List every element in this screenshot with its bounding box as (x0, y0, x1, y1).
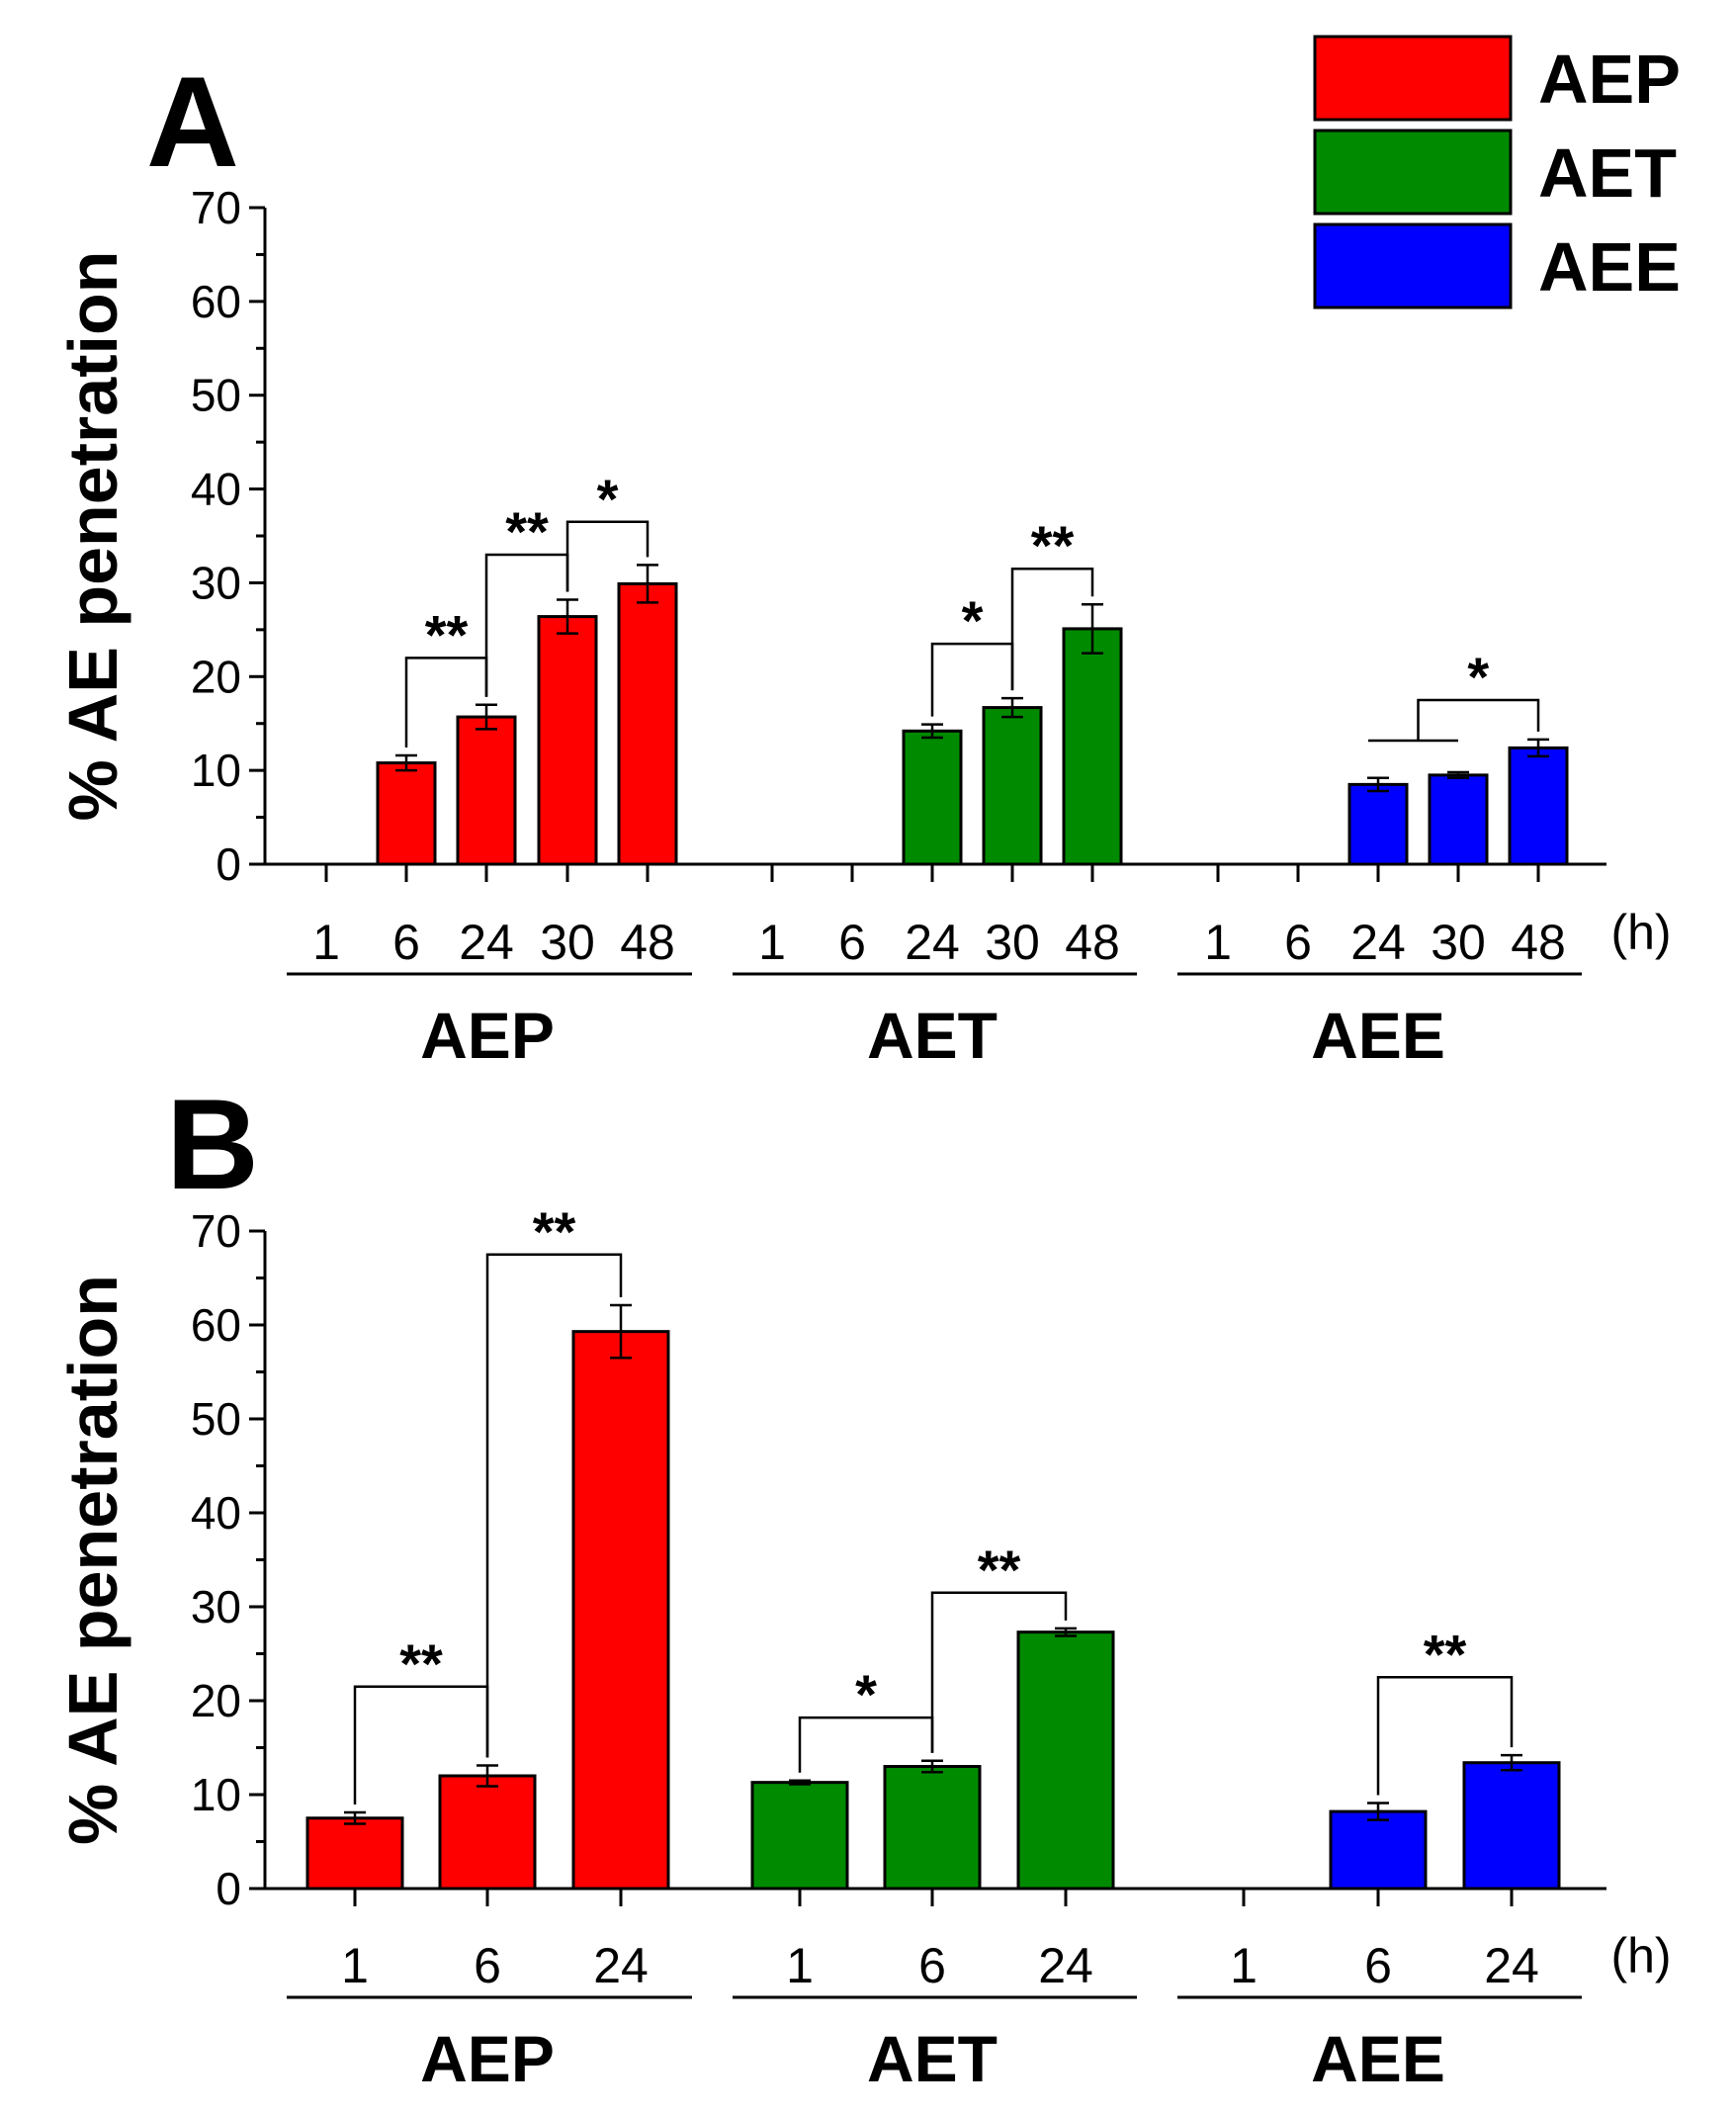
x-tick-label-b-aet-1: 1 (786, 1938, 814, 1993)
y-tick-label-b-70: 70 (191, 1205, 241, 1257)
sig-label-a-5: * (1467, 646, 1489, 708)
x-tick-label-a-aep-24: 24 (459, 915, 514, 970)
legend-label-aet: AET (1538, 134, 1677, 212)
bar-a-aee-48 (1508, 746, 1569, 866)
legend-swatch-aee (1313, 222, 1513, 309)
bar-b-aet-6 (883, 1765, 982, 1891)
y-tick-label-a-20: 20 (191, 651, 241, 702)
sig-bracket-b-1 (485, 1253, 623, 1758)
x-tick-label-b-aet-24: 24 (1038, 1938, 1093, 1993)
y-tick-label-b-50: 50 (191, 1393, 241, 1445)
x-tick-label-b-aep-24: 24 (593, 1938, 649, 1993)
y-tick-label-b-30: 30 (191, 1581, 241, 1632)
x-tick-label-a-aee-24: 24 (1350, 915, 1406, 970)
x-tick-label-a-aep-6: 6 (392, 915, 420, 970)
sig-label-a-4: ** (1031, 514, 1075, 576)
panel-letter-b: B (166, 1072, 259, 1216)
y-tick-label-a-10: 10 (191, 745, 241, 796)
x-tick-label-a-aep-30: 30 (540, 915, 595, 970)
y-tick-label-a-30: 30 (191, 557, 241, 608)
panel-letter-a: A (146, 49, 239, 194)
sig-bracket-b-3 (930, 1591, 1068, 1753)
bar-a-aep-30 (537, 615, 598, 866)
y-tick-label-b-40: 40 (191, 1487, 241, 1539)
y-tick-label-a-0: 0 (216, 838, 241, 890)
x-tick-label-b-aep-1: 1 (341, 1938, 369, 1993)
x-tick-label-b-aet-6: 6 (918, 1938, 946, 1993)
legend-label-aee: AEE (1538, 228, 1681, 306)
x-tick-label-b-aee-6: 6 (1364, 1938, 1392, 1993)
y-axis-label-b: % AE penetration (54, 1275, 131, 1845)
x-tick-label-a-aep-48: 48 (620, 915, 675, 970)
legend: AEP AET AEE (1313, 35, 1681, 309)
group-label-a-aee: AEE (1311, 999, 1445, 1072)
bar-a-aep-24 (456, 715, 517, 866)
y-tick-label-a-40: 40 (191, 464, 241, 515)
x-tick-label-a-aet-24: 24 (905, 915, 960, 970)
sig-label-b-0: ** (399, 1632, 443, 1695)
bar-b-aee-6 (1329, 1809, 1428, 1891)
sig-bracket-b-2 (798, 1716, 934, 1773)
sig-label-a-2: * (597, 468, 619, 530)
bar-a-aep-48 (617, 581, 678, 866)
y-tick-label-b-10: 10 (191, 1769, 241, 1820)
sig-label-b-3: ** (978, 1539, 1021, 1601)
x-unit-label-b: (h) (1610, 1928, 1671, 1983)
sig-label-a-1: ** (505, 500, 549, 563)
x-unit-label-a: (h) (1610, 905, 1671, 960)
sig-bracket-b-4 (1376, 1676, 1514, 1796)
bar-a-aep-6 (376, 761, 437, 866)
x-tick-label-a-aet-48: 48 (1065, 915, 1120, 970)
group-label-b-aep: AEP (420, 2022, 555, 2095)
x-tick-label-a-aee-48: 48 (1511, 915, 1566, 970)
bar-b-aet-24 (1016, 1630, 1115, 1891)
bar-a-aet-48 (1062, 627, 1123, 866)
group-label-a-aet: AET (867, 999, 998, 1072)
sig-label-b-2: * (855, 1663, 877, 1725)
x-tick-label-a-aee-30: 30 (1431, 915, 1486, 970)
bar-b-aep-24 (571, 1330, 670, 1891)
y-tick-label-b-60: 60 (191, 1299, 241, 1351)
sig-bracket-a-3 (930, 642, 1014, 717)
x-tick-label-a-aet-30: 30 (985, 915, 1040, 970)
x-tick-label-b-aep-6: 6 (474, 1938, 501, 1993)
legend-swatch-aep (1313, 35, 1513, 122)
legend-swatch-aet (1313, 129, 1513, 216)
sig-bracket-a-2 (565, 520, 650, 592)
x-tick-label-b-aee-1: 1 (1230, 1938, 1258, 1993)
x-tick-label-a-aee-6: 6 (1284, 915, 1312, 970)
bar-b-aep-6 (438, 1774, 537, 1891)
sig-bracket-a-5 (1417, 698, 1540, 742)
legend-label-aep: AEP (1538, 41, 1681, 118)
x-tick-label-a-aet-6: 6 (838, 915, 866, 970)
panel-b: B 0 10 20 30 40 50 60 70 % AE penetration (h) 1 6 24 A… (54, 1072, 1672, 2095)
sig-label-a-0: ** (425, 603, 469, 665)
y-tick-label-a-50: 50 (191, 370, 241, 421)
sig-bracket-a-4 (1010, 567, 1094, 691)
bar-a-aet-24 (902, 729, 963, 866)
y-tick-label-a-60: 60 (191, 276, 241, 327)
y-tick-label-a-70: 70 (191, 182, 241, 233)
y-tick-label-b-0: 0 (216, 1863, 241, 1914)
x-tick-label-a-aee-1: 1 (1204, 915, 1232, 970)
sig-label-b-1: ** (533, 1200, 576, 1263)
bar-b-aet-1 (750, 1781, 849, 1891)
bar-a-aee-30 (1428, 773, 1489, 866)
bar-b-aep-1 (305, 1816, 404, 1891)
group-label-b-aee: AEE (1311, 2022, 1445, 2095)
x-tick-label-a-aet-1: 1 (758, 915, 786, 970)
y-axis-label-a: % AE penetration (54, 251, 131, 822)
group-label-b-aet: AET (867, 2022, 998, 2095)
bar-b-aee-24 (1462, 1761, 1561, 1891)
sig-label-b-4: ** (1424, 1623, 1467, 1685)
x-tick-label-b-aee-24: 24 (1484, 1938, 1539, 1993)
x-tick-label-a-aep-1: 1 (312, 915, 340, 970)
bar-a-aee-24 (1347, 782, 1409, 866)
group-label-a-aep: AEP (420, 999, 555, 1072)
bar-a-aet-30 (982, 706, 1043, 866)
sig-label-a-3: * (962, 589, 984, 652)
y-tick-label-b-20: 20 (191, 1675, 241, 1726)
